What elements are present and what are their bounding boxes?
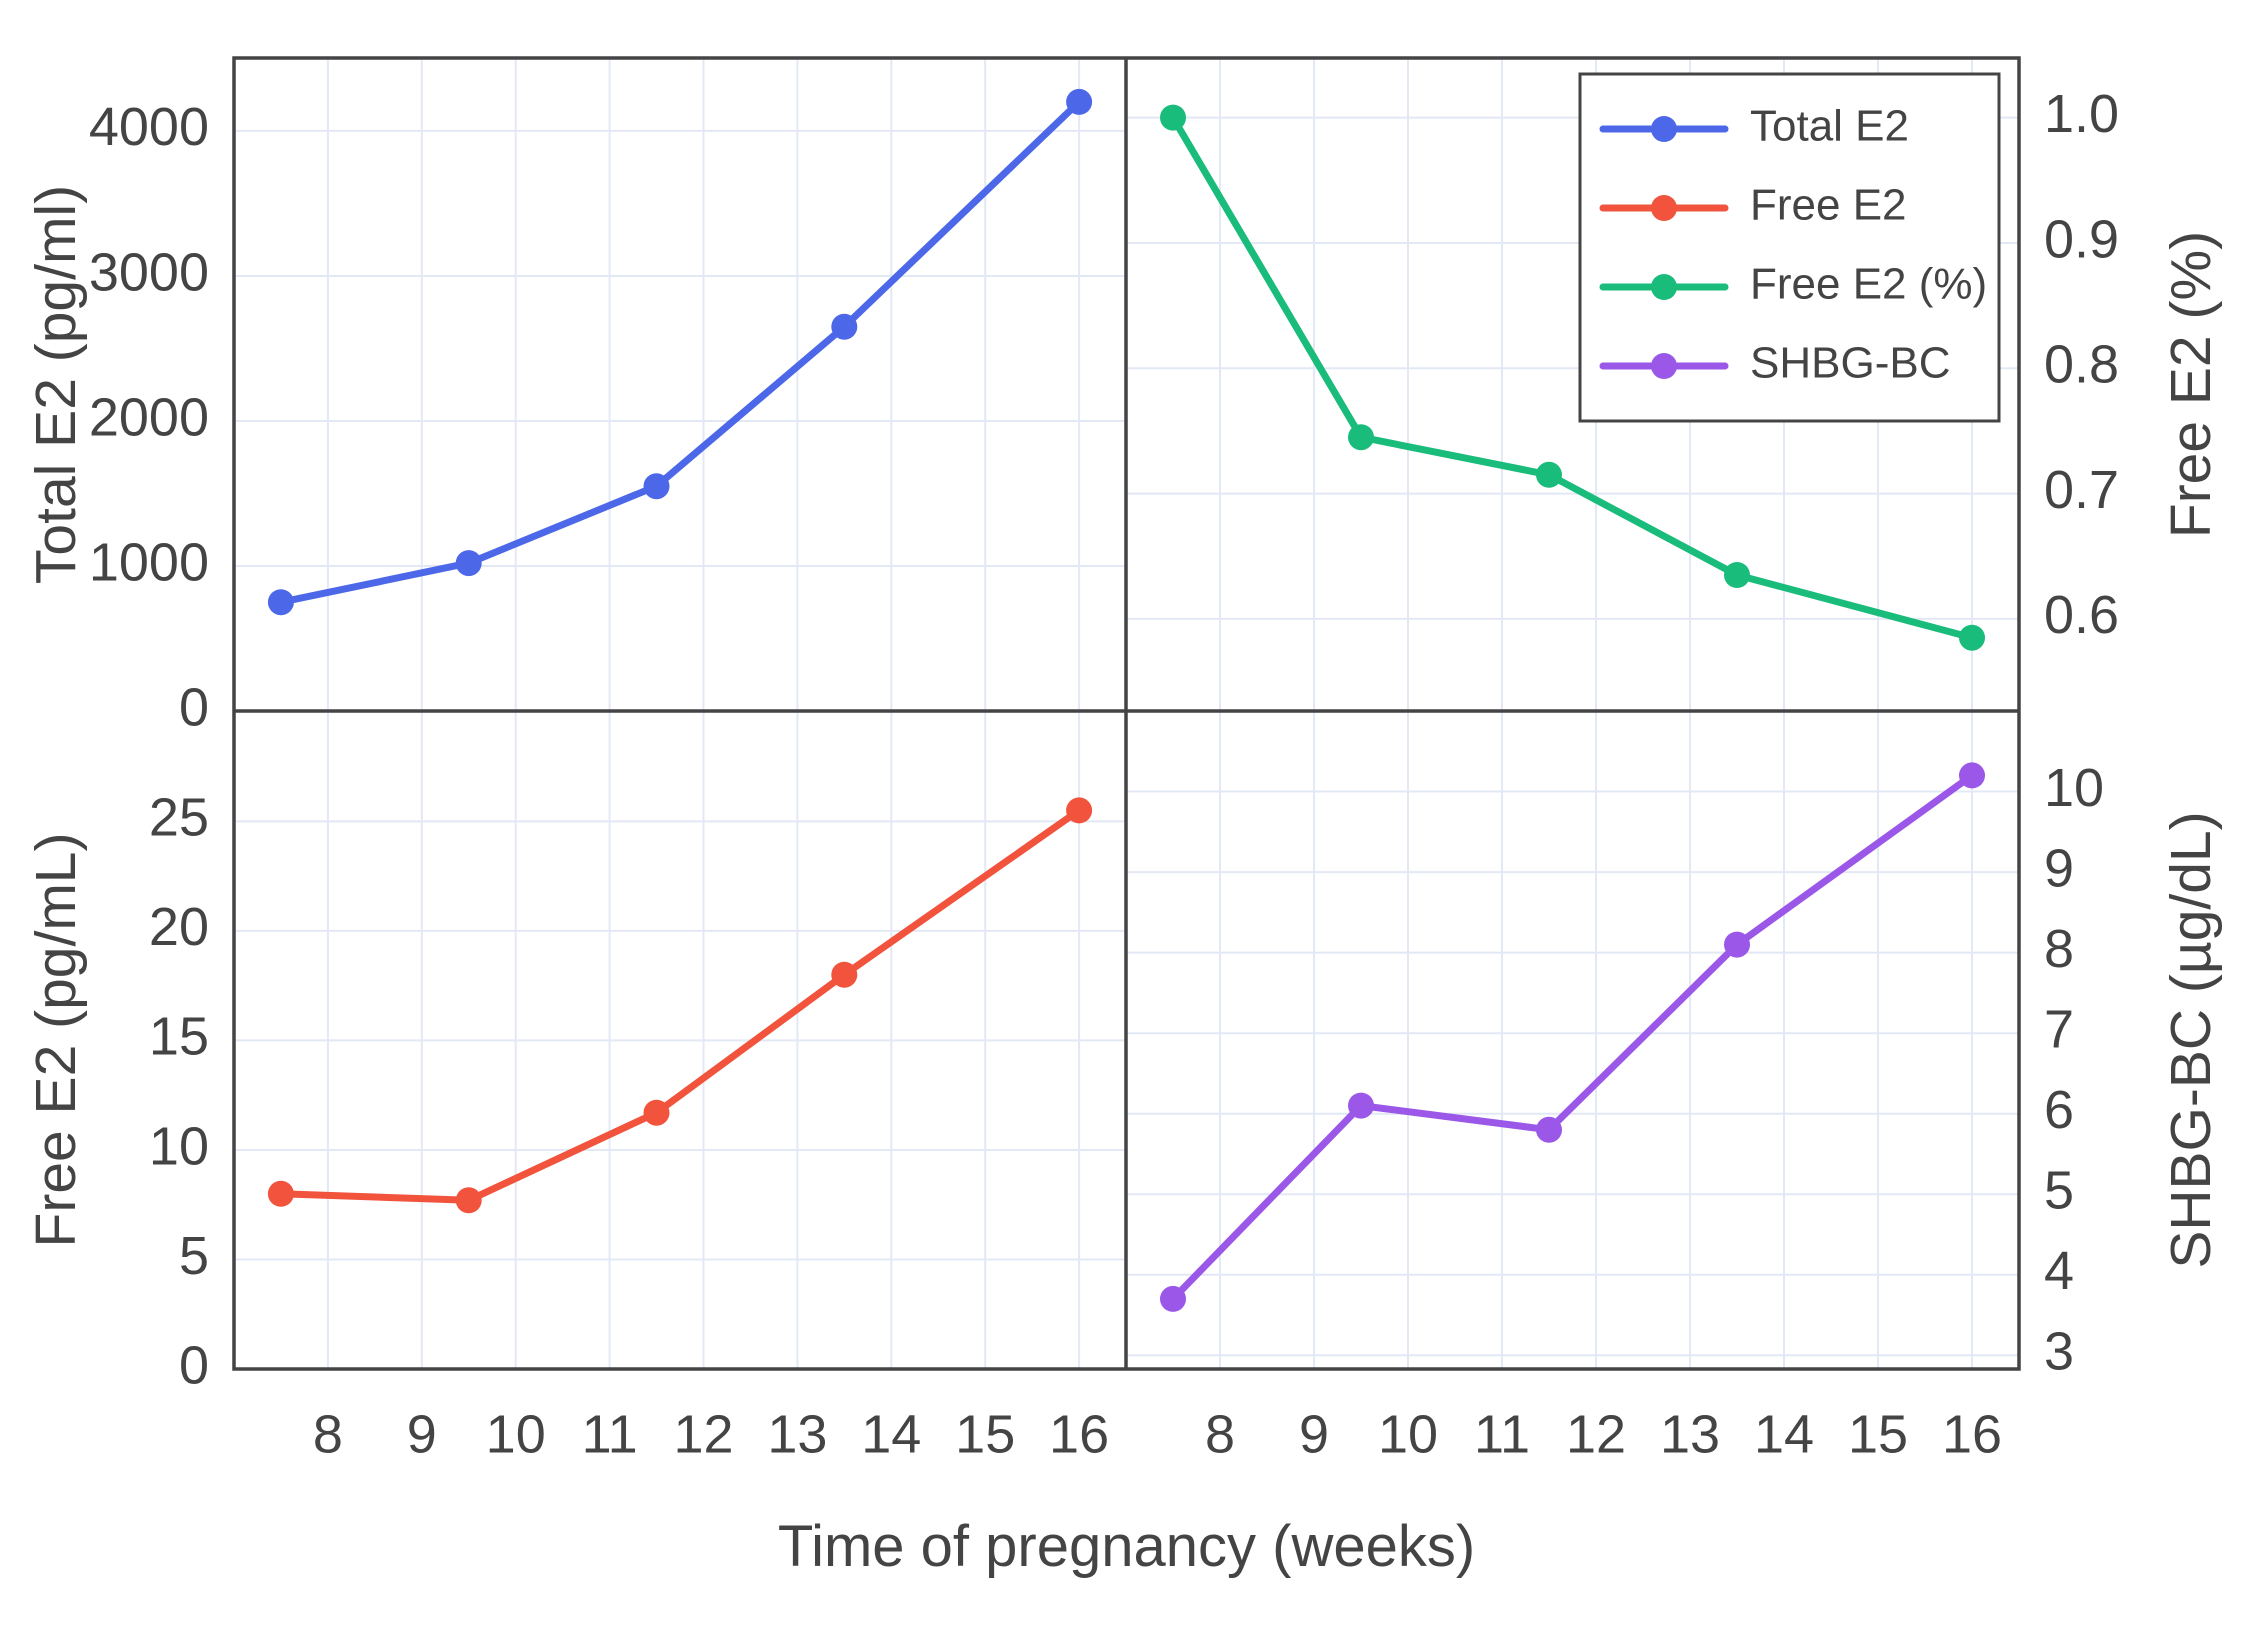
- svg-text:5: 5: [179, 1226, 209, 1286]
- svg-text:15: 15: [1848, 1404, 1908, 1464]
- svg-text:13: 13: [767, 1404, 827, 1464]
- svg-text:0.6: 0.6: [2044, 585, 2119, 645]
- svg-text:SHBG-BC: SHBG-BC: [1750, 339, 1950, 388]
- svg-text:20: 20: [149, 897, 209, 957]
- svg-text:Free E2 (%): Free E2 (%): [2159, 231, 2223, 538]
- svg-text:0.8: 0.8: [2044, 335, 2119, 395]
- svg-text:3000: 3000: [89, 242, 209, 302]
- svg-text:10: 10: [2044, 758, 2104, 818]
- svg-text:Free E2: Free E2: [1750, 181, 1907, 230]
- svg-text:Total E2: Total E2: [1750, 102, 1909, 151]
- svg-text:14: 14: [1754, 1404, 1814, 1464]
- svg-text:11: 11: [1474, 1404, 1530, 1464]
- svg-text:0.7: 0.7: [2044, 460, 2119, 520]
- svg-text:Free E2 (%): Free E2 (%): [1750, 260, 1987, 309]
- svg-text:6: 6: [2044, 1080, 2074, 1140]
- svg-text:1000: 1000: [89, 532, 209, 592]
- svg-text:14: 14: [861, 1404, 921, 1464]
- svg-text:1.0: 1.0: [2044, 84, 2119, 144]
- svg-text:9: 9: [407, 1404, 437, 1464]
- svg-text:12: 12: [1566, 1404, 1626, 1464]
- svg-text:Total E2 (pg/ml): Total E2 (pg/ml): [24, 185, 88, 584]
- svg-text:10: 10: [486, 1404, 546, 1464]
- svg-text:9: 9: [2044, 838, 2074, 898]
- svg-text:8: 8: [1205, 1404, 1235, 1464]
- svg-text:7: 7: [2044, 999, 2074, 1059]
- svg-text:Free E2 (pg/mL): Free E2 (pg/mL): [24, 833, 88, 1248]
- svg-text:5: 5: [2044, 1160, 2074, 1220]
- svg-text:15: 15: [955, 1404, 1015, 1464]
- svg-text:12: 12: [673, 1404, 733, 1464]
- svg-text:2000: 2000: [89, 387, 209, 447]
- svg-text:8: 8: [2044, 919, 2074, 979]
- svg-text:25: 25: [149, 788, 209, 848]
- svg-text:4: 4: [2044, 1241, 2074, 1301]
- svg-text:10: 10: [1378, 1404, 1438, 1464]
- svg-text:13: 13: [1660, 1404, 1720, 1464]
- svg-text:16: 16: [1942, 1404, 2002, 1464]
- svg-text:3: 3: [2044, 1322, 2074, 1382]
- svg-text:8: 8: [313, 1404, 343, 1464]
- svg-text:0.9: 0.9: [2044, 209, 2119, 269]
- svg-text:0: 0: [179, 1335, 209, 1395]
- svg-text:11: 11: [582, 1404, 638, 1464]
- svg-text:15: 15: [149, 1007, 209, 1067]
- svg-text:10: 10: [149, 1116, 209, 1176]
- svg-text:0: 0: [179, 677, 209, 737]
- svg-text:16: 16: [1049, 1404, 1109, 1464]
- svg-text:Time of pregnancy (weeks): Time of pregnancy (weeks): [778, 1514, 1475, 1579]
- svg-text:4000: 4000: [89, 97, 209, 157]
- svg-text:9: 9: [1299, 1404, 1329, 1464]
- svg-text:SHBG-BC (µg/dL): SHBG-BC (µg/dL): [2159, 811, 2223, 1268]
